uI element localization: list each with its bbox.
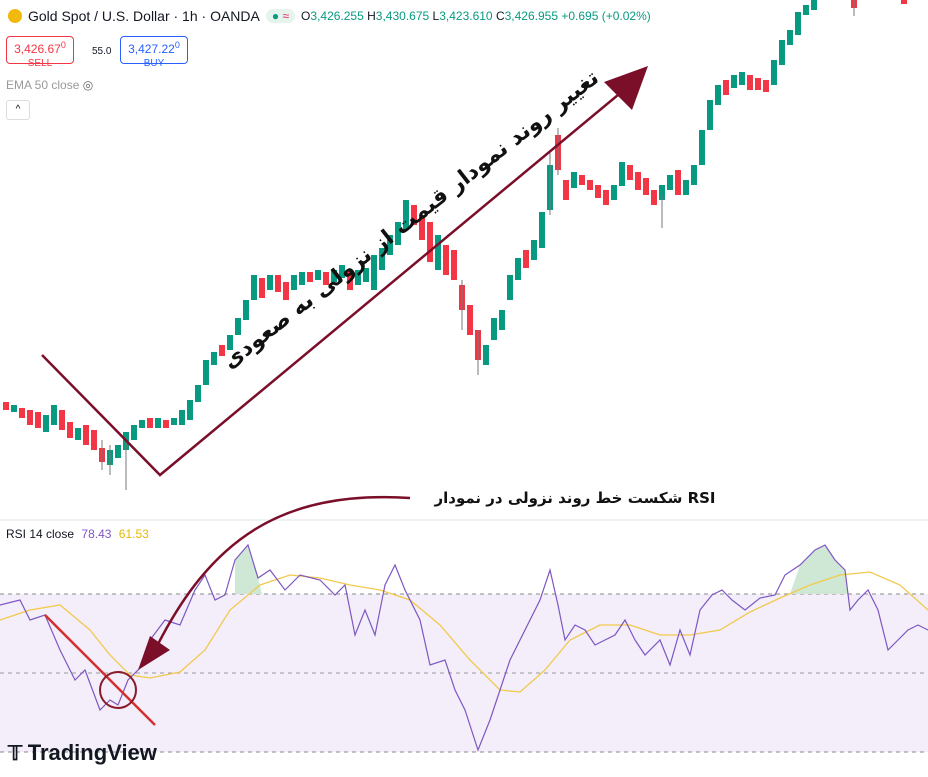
ohlc: O3,426.255 H3,430.675 L3,423.610 C3,426.… bbox=[301, 9, 651, 23]
brand: 𝕋 TradingView bbox=[8, 740, 157, 765]
ohlc-value: 3,430.675 bbox=[375, 9, 430, 23]
spread: 55.0 bbox=[92, 46, 112, 57]
sell-price: 3,426.67 bbox=[14, 42, 61, 56]
rsi-label: RSI 14 close bbox=[6, 527, 75, 541]
symbol-icon bbox=[8, 9, 22, 23]
ohlc-label: O bbox=[301, 9, 311, 23]
bearish-candles bbox=[3, 0, 907, 462]
indicator-label: EMA 50 close ◎ bbox=[6, 78, 93, 92]
ohlc-label: H bbox=[367, 9, 376, 23]
sell-button[interactable]: 3,426.670 SELL bbox=[6, 36, 74, 69]
rsi-overbought bbox=[235, 545, 262, 594]
ohlc-value: 3,426.955 bbox=[504, 9, 559, 23]
change: +0.695 (+0.02%) bbox=[561, 9, 651, 23]
curved-arrow bbox=[153, 495, 411, 651]
arrow-head bbox=[138, 636, 170, 670]
arrow-head bbox=[604, 66, 648, 110]
rsi-ma-value: 61.53 bbox=[118, 527, 149, 541]
brand-name: TradingView bbox=[27, 740, 157, 765]
ema-label: EMA 50 close bbox=[6, 78, 80, 92]
ohlc-value: 3,423.610 bbox=[439, 9, 493, 23]
buy-button[interactable]: 3,427.220 BUY bbox=[120, 36, 188, 69]
trend-annotation: تغییر روند نمودار قیمت از نزولی به صعودی bbox=[218, 65, 604, 374]
collapse-button[interactable]: ^ bbox=[6, 100, 30, 120]
buy-fraction: 0 bbox=[174, 40, 180, 50]
wicks bbox=[101, 0, 855, 490]
header: Gold Spot / U.S. Dollar · 1h · OANDA ● ≈… bbox=[8, 8, 651, 24]
buy-label: BUY bbox=[143, 58, 165, 69]
trend-line bbox=[41, 84, 631, 477]
ohlc-label: C bbox=[495, 9, 505, 23]
rsi-legend: RSI 14 close 78.43 61.53 bbox=[6, 527, 149, 541]
rsi-annotation: شکست خط روند نزولی در نمودار RSI bbox=[433, 489, 715, 507]
sell-fraction: 0 bbox=[60, 40, 66, 50]
rsi-overbought bbox=[790, 545, 848, 594]
rsi-line bbox=[0, 543, 928, 752]
hide-icon[interactable]: ◎ bbox=[82, 78, 94, 92]
sell-label: SELL bbox=[27, 58, 53, 69]
break-circle bbox=[99, 671, 137, 709]
status-badge: ● ≈ bbox=[265, 9, 296, 23]
ohlc-value: 3,426.255 bbox=[310, 9, 364, 23]
rsi-ma bbox=[0, 571, 928, 693]
rsi-trend-line bbox=[44, 614, 156, 726]
rsi-value: 78.43 bbox=[81, 527, 112, 541]
buy-price: 3,427.22 bbox=[128, 42, 175, 56]
symbol[interactable]: Gold Spot / U.S. Dollar · 1h · OANDA bbox=[28, 8, 260, 24]
ohlc-label: L bbox=[432, 9, 440, 23]
